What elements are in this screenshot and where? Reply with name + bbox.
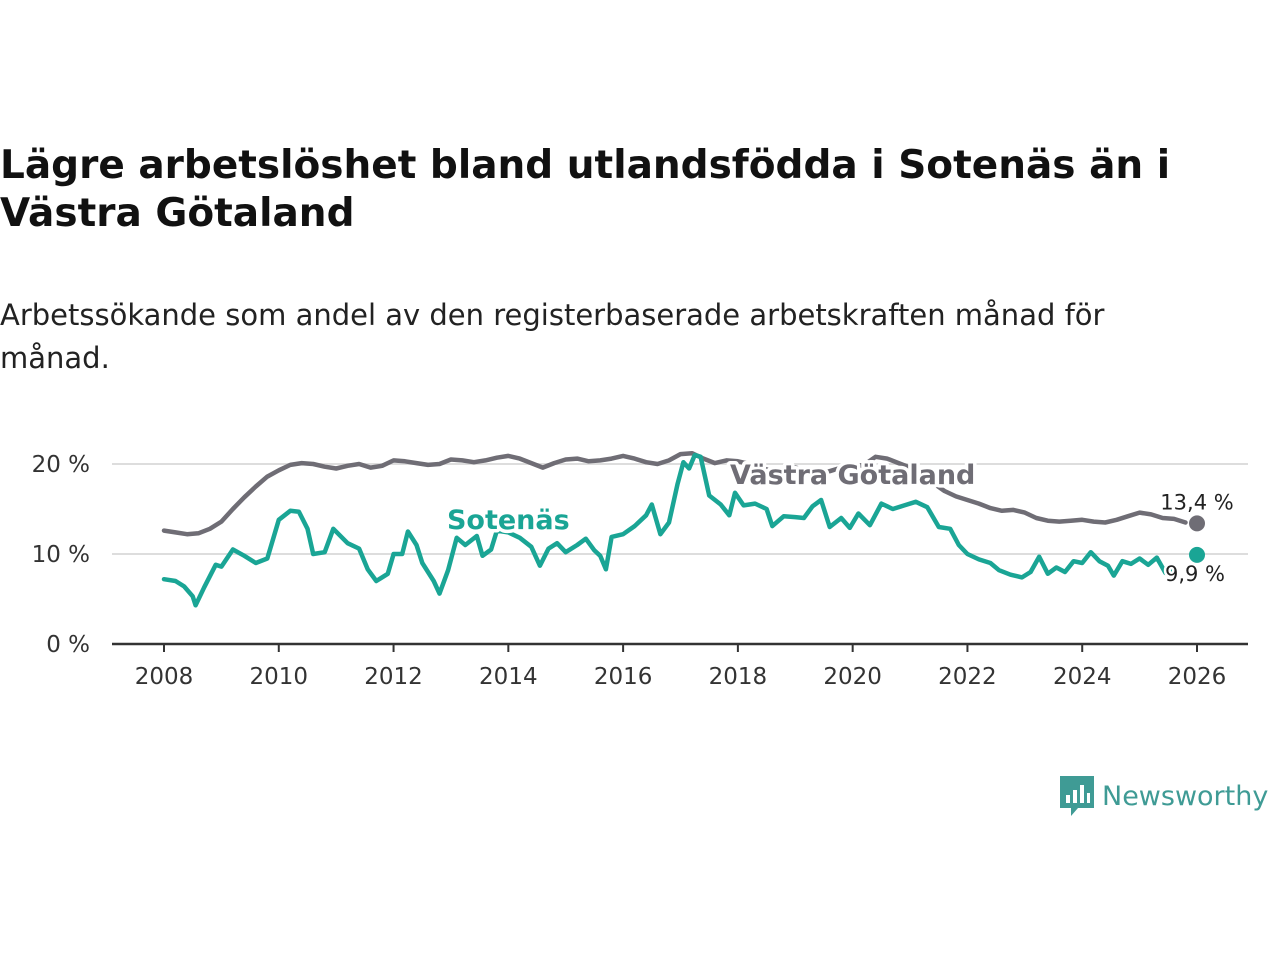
end-point-soten-s: [1189, 546, 1205, 563]
chart-title: Lägre arbetslöshet bland utlandsfödda i …: [0, 143, 1171, 236]
x-tick-label: 2008: [135, 664, 194, 690]
x-tick-label: 2022: [938, 664, 997, 690]
end-value-label: 13,4 %: [1160, 490, 1233, 514]
chart-subtitle: Arbetssökande som andel av den registerb…: [0, 298, 1105, 375]
gridlines: 0 % 10 % 20 %: [32, 452, 1248, 658]
series-line-v-stra-g-taland: [161, 450, 1188, 537]
x-axis: 2008 2010 2012 2014 2016 2018 2020 2022 2024 2026: [112, 642, 1248, 690]
x-tick-label: 2010: [250, 664, 309, 690]
newsworthy-chart-icon: [1060, 776, 1094, 816]
series-name-label: Västra Götaland: [730, 460, 975, 491]
y-tick-label: 10 %: [32, 542, 90, 568]
x-tick-label: 2018: [709, 664, 768, 690]
series-lines: [161, 450, 1205, 608]
y-tick-label: 0 %: [46, 632, 90, 658]
x-tick-label: 2016: [594, 664, 653, 690]
logo-text: Newsworthy: [1102, 780, 1269, 812]
x-tick-label: 2026: [1168, 664, 1227, 690]
x-tick-label: 2012: [364, 664, 423, 690]
x-tick-label: 2020: [823, 664, 882, 690]
x-tick-label: 2014: [479, 664, 538, 690]
series-labels: 13,4 % 9,9 % Västra Götaland Sotenäs: [443, 456, 1236, 588]
y-tick-label: 20 %: [32, 452, 90, 478]
end-value-label: 9,9 %: [1165, 562, 1225, 586]
series-name-label: Sotenäs: [447, 505, 570, 536]
end-point-v-stra-g-taland: [1189, 515, 1205, 532]
series-line-soten-s: [161, 452, 1174, 608]
x-tick-label: 2024: [1053, 664, 1112, 690]
newsworthy-logo: Newsworthy: [1058, 772, 1268, 820]
